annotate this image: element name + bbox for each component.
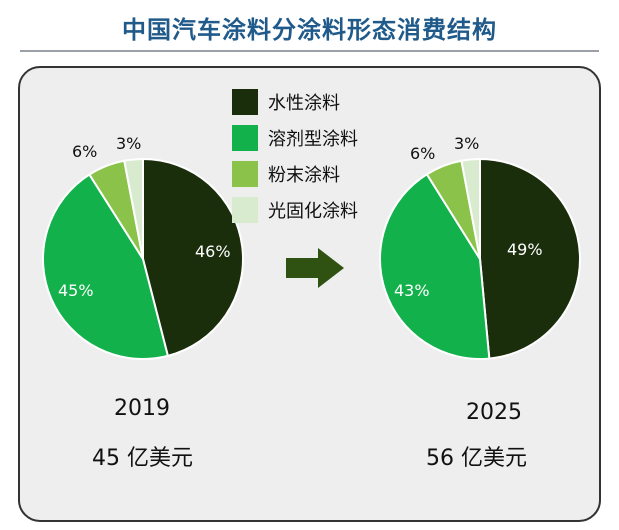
legend-item-solvent: 溶剂型涂料 bbox=[232, 120, 358, 156]
pie-2019-label-uv: 3% bbox=[116, 134, 142, 153]
chart-title: 中国汽车涂料分涂料形态消费结构 bbox=[122, 16, 497, 44]
legend-label-uv: 光固化涂料 bbox=[268, 201, 358, 222]
pie-chart-2019 bbox=[42, 157, 244, 360]
legend-item-uv: 光固化涂料 bbox=[232, 192, 358, 228]
pie-2019-label-water: 46% bbox=[195, 242, 231, 261]
year-2019: 2019 bbox=[114, 396, 170, 421]
right-arrow-icon bbox=[286, 248, 344, 288]
legend-swatch-solvent bbox=[232, 125, 258, 151]
pie-chart-2025 bbox=[379, 157, 581, 360]
legend-swatch-water bbox=[232, 89, 258, 115]
pie-2025-slice-water bbox=[479, 157, 581, 360]
pie-2025-label-powder: 6% bbox=[410, 144, 436, 163]
pie-2025-label-water: 49% bbox=[507, 240, 543, 259]
market-size-2019: 45 亿美元 bbox=[92, 446, 193, 471]
legend-label-powder: 粉末涂料 bbox=[268, 165, 340, 186]
pie-2019-slice-uv bbox=[123, 157, 144, 260]
legend-swatch-uv bbox=[232, 197, 258, 223]
pie-2025-slice-solvent bbox=[379, 172, 491, 360]
pie-2025-slice-uv bbox=[460, 157, 481, 260]
title-divider bbox=[20, 50, 599, 52]
pie-2025-label-uv: 3% bbox=[454, 134, 480, 153]
pie-2025-label-solvent: 43% bbox=[394, 281, 430, 300]
pie-2019-slice-water bbox=[142, 157, 244, 358]
year-2025: 2025 bbox=[466, 400, 522, 425]
legend-item-water: 水性涂料 bbox=[232, 84, 358, 120]
legend: 水性涂料 溶剂型涂料 粉末涂料 光固化涂料 bbox=[232, 84, 358, 228]
pie-2019-label-solvent: 45% bbox=[58, 281, 94, 300]
legend-swatch-powder bbox=[232, 161, 258, 187]
market-size-2025: 56 亿美元 bbox=[426, 446, 527, 471]
legend-label-water: 水性涂料 bbox=[268, 93, 340, 114]
pie-2019-label-powder: 6% bbox=[72, 142, 98, 161]
legend-label-solvent: 溶剂型涂料 bbox=[268, 129, 358, 150]
pie-2019-slice-solvent bbox=[42, 173, 170, 360]
legend-item-powder: 粉末涂料 bbox=[232, 156, 358, 192]
